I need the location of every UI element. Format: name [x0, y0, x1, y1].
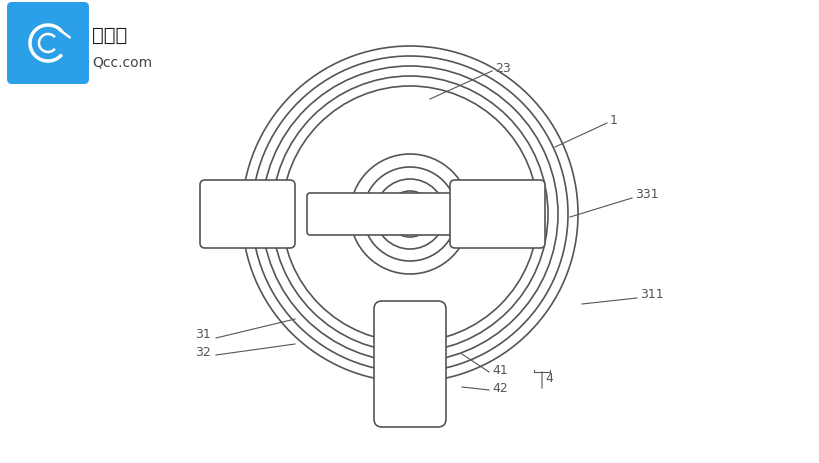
Text: 23: 23 — [495, 62, 510, 75]
Text: 41: 41 — [491, 363, 507, 375]
FancyBboxPatch shape — [306, 194, 513, 236]
Text: 1: 1 — [609, 113, 618, 126]
FancyBboxPatch shape — [200, 181, 295, 249]
FancyBboxPatch shape — [7, 3, 89, 85]
Text: 311: 311 — [639, 288, 663, 301]
Text: 32: 32 — [195, 345, 210, 358]
FancyBboxPatch shape — [450, 181, 545, 249]
Text: Qcc.com: Qcc.com — [92, 55, 152, 69]
Text: 331: 331 — [634, 188, 658, 201]
Text: 4: 4 — [545, 371, 552, 384]
Text: 企查查: 企查查 — [92, 26, 127, 45]
Text: 42: 42 — [491, 381, 507, 394]
FancyBboxPatch shape — [373, 301, 446, 427]
Text: 31: 31 — [195, 328, 210, 341]
